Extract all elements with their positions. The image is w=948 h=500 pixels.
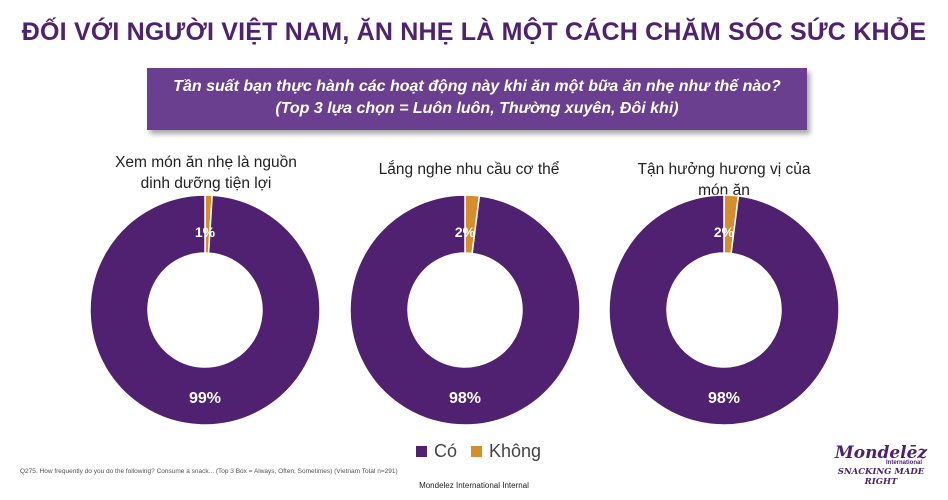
chart-1-slice-yes	[89, 194, 321, 426]
legend-item-yes: Có	[416, 441, 457, 462]
question-banner: Tần suất bạn thực hành các hoạt động này…	[147, 68, 807, 130]
page-title: ĐỐI VỚI NGƯỜI VIỆT NAM, ĂN NHẸ LÀ MỘT CÁ…	[21, 18, 927, 46]
footer-text: Mondelez International Internal	[419, 481, 529, 490]
mondelez-logo: Mondelēz International SNACKING MADE RIG…	[826, 444, 936, 487]
logo-tagline: SNACKING MADE RIGHT	[837, 467, 925, 487]
legend-label-yes: Có	[434, 441, 458, 461]
logo-brand: Mondelēz	[834, 443, 928, 463]
chart-1-label-yes: 99%	[189, 390, 221, 407]
chart-1-title-line-1: Xem món ăn nhẹ là nguồn	[115, 154, 297, 171]
chart-2-title: Lắng nghe nhu cầu cơ thể	[349, 159, 589, 180]
chart-2-label-no: 2%	[455, 224, 476, 240]
chart-1-label-no: 1%	[195, 224, 216, 240]
chart-1-title: Xem món ăn nhẹ là nguồn dinh dưỡng tiện …	[86, 152, 326, 194]
chart-3-label-no: 2%	[714, 224, 735, 240]
legend-swatch-no	[471, 446, 483, 457]
chart-2-title-line-1: Lắng nghe nhu cầu cơ thể	[378, 161, 560, 178]
legend: Có Không	[416, 441, 555, 462]
legend-item-no: Không	[471, 441, 541, 462]
question-line-1: Tần suất bạn thực hành các hoạt động này…	[173, 78, 781, 95]
footnote: Q275. How frequently do you do the follo…	[20, 468, 398, 475]
chart-2-label-yes: 98%	[449, 390, 481, 407]
question-text: Tần suất bạn thực hành các hoạt động này…	[147, 76, 807, 120]
chart-3-slice-yes	[608, 194, 840, 426]
legend-label-no: Không	[489, 441, 542, 461]
chart-3-title: Tận hưởng hương vị của món ăn	[604, 159, 844, 201]
chart-1-title-line-2: dinh dưỡng tiện lợi	[140, 175, 272, 192]
logo-sub: International	[885, 460, 922, 466]
chart-3-title-line-1: Tận hưởng hương vị của	[637, 161, 811, 178]
chart-2-slice-yes	[349, 194, 581, 426]
question-line-2: (Top 3 lựa chọn = Luôn luôn, Thường xuyê…	[275, 100, 679, 117]
chart-3-title-line-2: món ăn	[698, 182, 750, 199]
legend-swatch-yes	[416, 446, 427, 457]
chart-3-label-yes: 98%	[708, 390, 740, 407]
